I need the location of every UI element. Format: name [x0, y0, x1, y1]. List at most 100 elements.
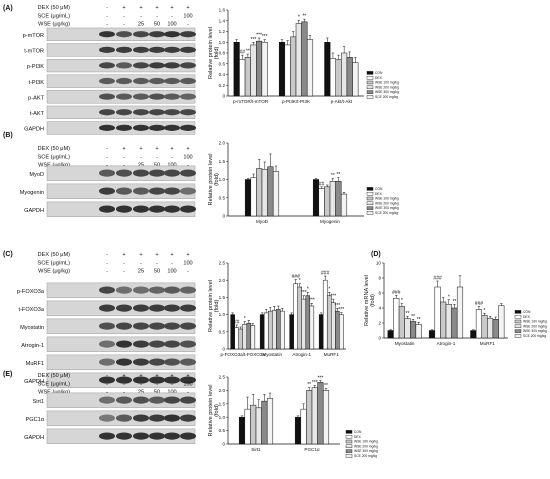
blot-band [180, 304, 196, 312]
significance-mark: * [298, 15, 300, 21]
treatment-row-label: DEX (50 μM) [38, 146, 71, 152]
bar [322, 279, 328, 350]
treatment-cell: + [186, 146, 189, 152]
treatment-cell: - [123, 163, 125, 169]
treatment-cell: + [122, 5, 125, 11]
legend-swatch [366, 196, 374, 201]
x-tick-label: MuRF1 [324, 352, 340, 357]
bar [242, 323, 248, 350]
treatment-row-label: WSE (μg/kg) [38, 22, 70, 28]
x-tick-label: Myostatin [395, 341, 415, 346]
bar [261, 169, 268, 217]
bar [475, 309, 482, 339]
bar [280, 310, 285, 350]
bar-chart: 0 0.5 1.0 1.5 2.0 Relative protein level (fold… [208, 141, 364, 224]
blot-band [133, 124, 149, 131]
blot-band [149, 124, 165, 131]
blot-band [99, 31, 115, 38]
blot-band [99, 358, 115, 366]
bar [451, 307, 458, 339]
legend-label: WSE 100 mg/kg [354, 440, 378, 444]
y-tick-label: 2.5 [219, 261, 226, 266]
y-tick-label: 1.5 [219, 401, 226, 406]
panel-label: (D) [371, 251, 381, 258]
treatment-cell: - [187, 269, 189, 275]
treatment-cell: + [122, 146, 125, 152]
treatment-cell: - [106, 260, 108, 266]
y-tick-label: 1.5 [219, 295, 226, 300]
bar [440, 301, 447, 339]
bar [324, 42, 331, 97]
legend-swatch [366, 95, 374, 99]
y-axis-label: Relative mRNA level [364, 275, 370, 326]
blot-band [180, 286, 196, 294]
blot-label: Myostatin [20, 325, 44, 331]
blot-band [116, 187, 132, 195]
treatment-cell: - [106, 373, 108, 379]
blot-band [133, 46, 149, 53]
bar [335, 310, 340, 350]
treatment-cell: 25 [138, 22, 144, 28]
blot-band [116, 358, 132, 366]
treatment-cell: 25 [138, 269, 144, 275]
bar [415, 324, 422, 339]
legend-label: WSE 300 mg/kg [375, 206, 399, 210]
legend-label: WSE 200 mg/kg [375, 85, 399, 89]
significance-mark: ### [433, 276, 442, 282]
bar [289, 314, 294, 350]
blot-label: MyoD [29, 172, 44, 178]
blot-label: GAPDH [24, 208, 44, 214]
treatment-cell: - [187, 163, 189, 169]
treatment-cell: - [140, 13, 142, 19]
treatment-row-label: WSE (μg/kg) [38, 269, 70, 275]
x-tick-label: Myostatin [262, 352, 282, 357]
treatment-cell: 100 [183, 381, 192, 387]
x-tick-label: Sirt1 [251, 447, 261, 452]
blot-band [99, 62, 115, 69]
treatment-cell: + [170, 252, 173, 258]
blot-label: p-mTOR [23, 33, 44, 39]
panel-a: (A) DEX (50 μM) - + + + + + SCE (μg/mL) - - - - - 100 W… [3, 5, 399, 135]
blot-label: t-AKT [30, 111, 45, 117]
blot-band [133, 414, 149, 422]
legend-label: WSE 300 mg/kg [523, 329, 547, 333]
blot-band [99, 93, 115, 100]
bar [326, 295, 332, 350]
blot-label: p-AKT [28, 95, 44, 101]
treatment-cell: - [123, 260, 125, 266]
legend-label: CON [375, 187, 383, 191]
significance-mark: * [328, 287, 330, 293]
treatment-cell: - [140, 260, 142, 266]
legend-swatch [366, 90, 374, 94]
bar [481, 315, 488, 339]
treatment-cell: - [106, 381, 108, 387]
y-tick-label: 0 [222, 442, 225, 447]
legend-label: SCE 200 mg/kg [375, 95, 398, 99]
legend-swatch [514, 310, 522, 314]
treatment-cell: - [123, 22, 125, 28]
blot-band [133, 340, 149, 348]
legend-swatch [366, 211, 374, 215]
bar [272, 310, 277, 350]
bar [276, 309, 281, 350]
y-tick-label: 1.0 [219, 177, 226, 182]
y-tick-label: 4 [378, 306, 381, 311]
treatment-row-label: DEX (50 μM) [38, 252, 71, 258]
blot-band [99, 414, 115, 422]
blot-label: GAPDH [24, 379, 44, 385]
blot-band [99, 286, 115, 294]
y-tick-label: 0.5 [219, 329, 226, 334]
blot-band [116, 286, 132, 294]
treatment-cell: - [171, 13, 173, 19]
treatment-cell: - [106, 154, 108, 160]
treatment-cell: - [187, 22, 189, 28]
bar [261, 42, 268, 97]
legend-swatch [514, 324, 522, 328]
blot-band [164, 93, 180, 100]
bar [284, 44, 291, 97]
blot-band [133, 358, 149, 366]
blot-band [180, 376, 196, 384]
treatment-cell: - [123, 154, 125, 160]
